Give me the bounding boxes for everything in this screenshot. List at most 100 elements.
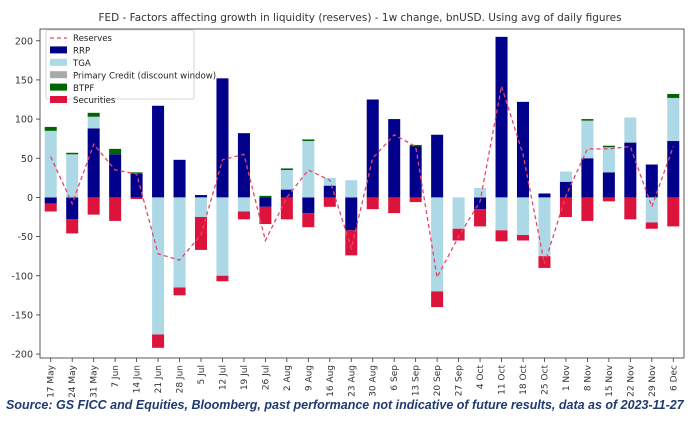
x-tick-label: 28 Jun — [176, 365, 186, 393]
bar-securities — [624, 197, 637, 220]
legend-swatch — [50, 46, 67, 54]
bar-tga — [516, 197, 530, 236]
bar-rrp — [323, 185, 336, 198]
bar-rrp — [109, 154, 122, 198]
x-tick-label: 14 Jun — [133, 365, 143, 393]
x-tick-label: 9 Aug — [304, 365, 314, 391]
x-tick-label: 12 Jul — [218, 365, 228, 390]
bar-rrp — [388, 119, 401, 198]
bar-securities — [667, 197, 680, 227]
x-tick-label: 24 May — [68, 364, 78, 398]
bar-tga — [538, 197, 551, 257]
bar-tga — [216, 197, 229, 276]
legend-swatch — [50, 58, 67, 66]
bar-rrp — [602, 172, 615, 198]
x-tick-label: 19 Jul — [240, 365, 250, 390]
x-tick-label: 26 Jul — [261, 365, 271, 390]
bar-securities — [237, 211, 250, 220]
x-tick-label: 25 Oct — [540, 365, 550, 395]
bar-rrp — [216, 78, 229, 198]
x-tick-label: 23 Aug — [347, 365, 357, 397]
x-tick-label: 17 May — [47, 364, 57, 398]
bars — [44, 36, 680, 348]
bar-securities — [302, 213, 315, 228]
bar-tga — [302, 141, 315, 198]
bar-tga — [452, 197, 465, 229]
bar-btpf — [302, 139, 315, 142]
bar-tga — [87, 116, 100, 129]
y-tick-label: 200 — [15, 36, 33, 47]
bar-tga — [559, 171, 572, 182]
bar-rrp — [152, 105, 165, 198]
bar-btpf — [109, 148, 122, 155]
bar-tga — [66, 154, 79, 198]
source-note: Source: GS FICC and Equities, Bloomberg,… — [6, 398, 684, 412]
legend-label: Reserves — [73, 34, 113, 44]
reserves-line — [50, 86, 674, 280]
bar-securities — [388, 197, 401, 214]
legend-swatch — [50, 71, 67, 79]
bar-securities — [474, 209, 487, 227]
y-tick-label: 100 — [15, 115, 33, 126]
y-tick-label: 0 — [27, 193, 33, 204]
bar-securities — [452, 228, 465, 241]
legend-box — [45, 29, 195, 100]
x-tick-label: 16 Aug — [326, 365, 336, 397]
bar-securities — [44, 203, 57, 212]
plot-area — [39, 28, 685, 359]
bar-securities — [173, 287, 186, 296]
bar-rrp — [87, 128, 100, 198]
bar-tga — [495, 197, 508, 231]
legend-label: Primary Credit (discount window) — [73, 71, 216, 81]
bar-btpf — [87, 112, 100, 117]
bar-securities — [581, 197, 594, 221]
x-tick-label: 18 Oct — [519, 365, 529, 395]
x-tick-label: 29 Nov — [648, 364, 658, 397]
bar-rrp — [259, 197, 272, 207]
bar-tga — [667, 97, 680, 142]
bar-rrp — [538, 193, 551, 198]
bar-rrp — [237, 133, 250, 198]
x-axis: 17 May 24 May 31 May 7 Jun 14 Jun 21 Jun 28 Ju… — [47, 358, 679, 398]
bar-securities — [516, 235, 530, 241]
bar-rrp — [173, 159, 186, 198]
bar-securities — [366, 197, 379, 210]
bar-btpf — [44, 126, 57, 131]
x-tick-label: 2 Aug — [283, 365, 293, 391]
bar-rrp — [302, 197, 315, 214]
bar-tga — [280, 170, 293, 190]
bar-rrp — [474, 197, 487, 210]
bar-tga — [237, 197, 250, 212]
bar-securities — [66, 219, 79, 234]
bar-btpf — [581, 119, 594, 121]
x-tick-label: 11 Oct — [498, 365, 508, 395]
bar-securities — [431, 291, 444, 308]
y-tick-label: -50 — [17, 232, 33, 243]
bar-securities — [109, 197, 122, 221]
bar-securities — [216, 275, 229, 282]
bar-tga — [602, 147, 615, 173]
y-tick-label: 150 — [15, 75, 33, 86]
bar-tga — [173, 197, 186, 288]
bar-rrp — [409, 146, 422, 198]
chart-title: FED - Factors affecting growth in liquid… — [98, 12, 621, 24]
bar-rrp — [559, 181, 572, 198]
bar-securities — [602, 197, 615, 202]
bar-securities — [280, 197, 293, 220]
bar-rrp — [581, 158, 594, 198]
x-tick-label: 13 Sep — [412, 365, 422, 397]
bar-btpf — [409, 144, 422, 147]
bar-tga — [624, 117, 637, 143]
x-tick-label: 6 Sep — [390, 365, 400, 391]
y-tick-label: -100 — [11, 271, 33, 282]
chart: FED - Factors affecting growth in liquid… — [11, 12, 685, 398]
bar-btpf — [667, 94, 680, 98]
bar-btpf — [130, 172, 143, 174]
bar-rrp — [66, 197, 79, 220]
x-tick-label: 22 Nov — [626, 364, 636, 397]
x-tick-label: 31 May — [90, 364, 100, 398]
bar-rrp — [366, 99, 379, 198]
y-tick-label: -200 — [11, 350, 33, 361]
legend-label: RRP — [73, 47, 90, 57]
bar-tga — [581, 120, 594, 159]
